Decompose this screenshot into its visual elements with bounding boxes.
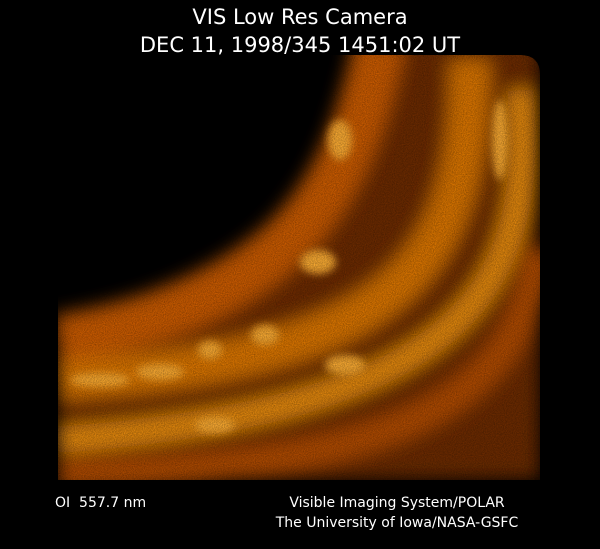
credit-line: Visible Imaging System/POLAR xyxy=(289,495,505,511)
image-title: VIS Low Res Camera xyxy=(192,5,407,29)
aurora-image xyxy=(58,55,540,480)
credit-line: The University of Iowa/NASA-GSFC xyxy=(275,515,519,531)
image-timestamp: DEC 11, 1998/345 1451:02 UT xyxy=(140,33,460,57)
wavelength: OI 557.7 nm xyxy=(55,495,146,511)
